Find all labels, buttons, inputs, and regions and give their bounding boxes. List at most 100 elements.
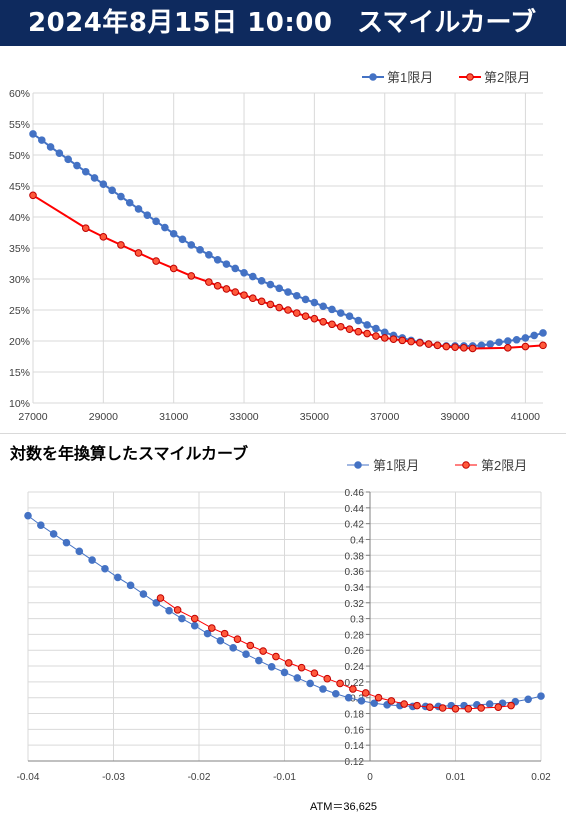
data-point-series-1	[319, 302, 327, 311]
data-point-series-1	[485, 700, 494, 708]
data-point-series-2	[205, 278, 213, 286]
data-point-series-1	[222, 260, 231, 268]
legend-label-1: 第1限月	[387, 70, 433, 85]
data-point-series-1	[255, 656, 263, 665]
x-tick-label: 0.01	[446, 772, 466, 783]
data-point-series-1	[88, 556, 96, 564]
data-point-series-1	[139, 590, 148, 598]
y-tick-label: 0.44	[345, 504, 365, 515]
data-point-series-2	[424, 340, 433, 348]
legend-label-2: 第2限月	[484, 70, 530, 85]
data-point-series-1	[486, 340, 495, 348]
data-point-series-1	[354, 316, 363, 325]
data-point-series-2	[319, 317, 327, 326]
y-tick-label: 0.42	[345, 520, 365, 531]
data-point-series-2	[173, 606, 182, 614]
data-point-series-2	[413, 701, 421, 710]
data-point-series-1	[125, 198, 134, 207]
y-tick-label: 25%	[9, 305, 30, 317]
data-point-series-2	[169, 264, 178, 273]
data-point-series-2	[301, 312, 310, 321]
atm-annotation: ATM＝36,625	[310, 801, 377, 813]
data-point-series-1	[216, 636, 225, 645]
data-point-series-1	[187, 241, 196, 249]
y-tick-label: 0.32	[345, 599, 365, 610]
data-point-series-1	[293, 674, 302, 682]
data-point-series-1	[169, 229, 178, 238]
y-tick-label: 35%	[9, 243, 30, 255]
header-banner: 2024年8月15日 10:00 スマイルカーブ	[0, 0, 566, 46]
data-point-series-2	[336, 679, 344, 688]
data-point-series-1	[336, 309, 345, 317]
x-tick-label: 41000	[511, 411, 540, 423]
data-point-series-1	[196, 246, 204, 254]
data-point-series-2	[398, 336, 407, 345]
data-point-series-2	[275, 303, 284, 312]
data-point-series-2	[246, 641, 255, 650]
data-point-series-2	[328, 320, 336, 329]
data-point-series-1	[310, 298, 319, 307]
data-point-series-2	[208, 624, 216, 632]
data-point-series-1	[292, 291, 301, 300]
header-title: スマイルカーブ	[357, 8, 536, 38]
data-point-series-2	[240, 291, 248, 299]
data-point-series-1	[29, 130, 37, 138]
data-point-series-1	[108, 186, 116, 195]
data-point-series-2	[349, 685, 357, 693]
data-point-series-1	[363, 321, 371, 329]
data-point-series-2	[389, 335, 398, 343]
legend-marker-1	[369, 73, 377, 81]
data-point-series-1	[240, 269, 248, 277]
x-tick-label: 29000	[89, 411, 118, 423]
data-point-series-1	[306, 679, 314, 688]
x-tick-label: -0.01	[273, 772, 296, 783]
data-point-series-1	[249, 272, 257, 281]
data-point-series-2	[297, 663, 306, 672]
data-point-series-1	[319, 685, 327, 693]
data-point-series-2	[99, 233, 108, 241]
data-point-series-2	[310, 669, 319, 677]
data-point-series-1	[357, 697, 366, 705]
x-tick-label: 27000	[18, 411, 47, 423]
data-point-series-2	[233, 635, 242, 643]
data-point-series-2	[284, 306, 292, 314]
y-tick-label: 20%	[9, 336, 30, 348]
data-point-series-2	[156, 594, 165, 602]
header-datetime: 2024年8月15日 10:00	[28, 8, 333, 38]
data-point-series-1	[495, 338, 503, 347]
data-point-series-1	[275, 284, 284, 293]
y-tick-label: 0.12	[345, 757, 365, 768]
data-point-series-2	[152, 257, 160, 265]
series-line-2	[32, 194, 544, 350]
y-tick-label: 0.24	[345, 662, 365, 673]
data-point-series-1	[178, 235, 187, 244]
data-point-series-2	[416, 339, 424, 347]
chart-title: 対数を年換算したスマイルカーブ	[9, 444, 248, 463]
data-point-series-1	[143, 211, 152, 219]
y-tick-label: 0.18	[345, 710, 365, 721]
data-point-series-2	[539, 341, 547, 350]
data-point-series-2	[249, 294, 257, 303]
data-point-series-2	[374, 693, 383, 702]
data-point-series-1	[24, 511, 32, 520]
data-point-series-2	[521, 342, 530, 351]
data-point-series-2	[372, 332, 380, 340]
y-tick-label: 0.46	[345, 488, 365, 499]
data-point-series-1	[266, 280, 275, 289]
data-point-series-2	[213, 282, 222, 290]
x-tick-label: 39000	[440, 411, 469, 423]
data-point-series-2	[310, 314, 319, 323]
data-point-series-1	[117, 192, 125, 201]
data-point-series-2	[336, 322, 345, 331]
x-tick-label: 31000	[159, 411, 188, 423]
data-point-series-1	[332, 689, 340, 698]
y-tick-label: 0.14	[345, 741, 365, 752]
data-point-series-1	[213, 255, 222, 264]
data-point-series-1	[73, 161, 81, 170]
x-tick-label: 0	[367, 772, 373, 783]
y-tick-label: 0.4	[350, 535, 364, 546]
x-tick-label: -0.03	[102, 772, 125, 783]
data-point-series-1	[165, 606, 173, 615]
log-smile-curve-chart: 対数を年換算したスマイルカーブ -0.04 -0.03 -0.02 -0.01 0 0.01…	[9, 444, 551, 813]
data-point-series-2	[400, 700, 409, 708]
